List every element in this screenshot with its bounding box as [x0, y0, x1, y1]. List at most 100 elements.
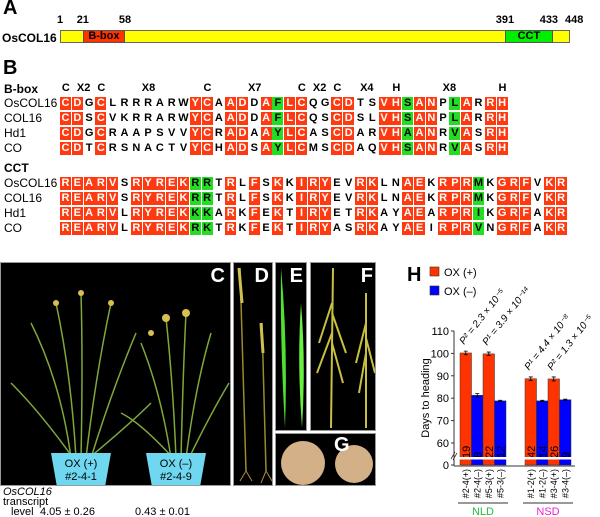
residue: D: [343, 142, 355, 155]
residue: I: [296, 192, 307, 205]
residue: S: [368, 97, 376, 109]
residue: T: [215, 192, 223, 204]
pot-right-line: #2-4-9: [160, 471, 192, 483]
residue: E: [166, 222, 178, 235]
pot-left-line: #2-4-1: [65, 471, 97, 483]
residue: K: [427, 177, 436, 189]
motif-header: C: [61, 82, 70, 94]
sample-size-label: 42: [526, 446, 538, 458]
residue: C: [296, 142, 307, 155]
residue: H: [496, 112, 508, 125]
residue: F: [520, 192, 532, 205]
error-bar: [475, 393, 480, 398]
residue: C: [331, 112, 343, 125]
y-tick-label: 60: [437, 438, 449, 450]
residue: D: [71, 142, 83, 155]
residue: I: [296, 222, 307, 235]
residue: R: [60, 177, 71, 190]
sample-size-label: 12: [495, 446, 507, 458]
residue: V: [345, 192, 353, 204]
residue: R: [144, 97, 153, 109]
residue: V: [533, 177, 542, 189]
error-bar: [486, 351, 491, 357]
residue: L: [284, 142, 296, 155]
residue: R: [368, 127, 377, 139]
residue: A: [402, 207, 414, 220]
residue: R: [355, 222, 366, 235]
residue: R: [154, 177, 166, 190]
residue: R: [508, 207, 520, 220]
residue: C: [331, 142, 343, 155]
residue: R: [154, 192, 166, 205]
residue: V: [107, 222, 119, 235]
group-label: NLD: [472, 506, 494, 517]
residue: E: [71, 222, 83, 235]
residue: V: [378, 127, 390, 140]
sequence-name: Hd1: [4, 206, 27, 220]
y-tick-label: 0: [443, 460, 449, 472]
residue: K: [366, 222, 378, 235]
residue: S: [321, 142, 329, 154]
residue: A: [260, 97, 272, 110]
residue: A: [414, 112, 425, 125]
residue: Y: [319, 177, 331, 190]
residue: F: [248, 222, 260, 235]
protein-name: OsCOL16: [2, 31, 57, 45]
residue: A: [461, 142, 473, 155]
residue: V: [345, 177, 353, 189]
panel-b-label: B: [3, 57, 18, 79]
cct-title: CCT: [4, 161, 29, 175]
x-tick-label: #3-4(+): [549, 469, 559, 498]
sample-size-label: 14: [537, 446, 549, 458]
residue: R: [474, 112, 483, 124]
residue: A: [120, 127, 129, 139]
x-tick-label: #1-2(–): [537, 469, 547, 498]
residue: R: [508, 177, 520, 190]
residue: D: [237, 97, 248, 110]
residue: A: [533, 207, 542, 219]
residue: N: [425, 97, 437, 110]
residue: R: [201, 192, 213, 205]
pot-right: [146, 453, 206, 485]
residue: Y: [142, 207, 154, 220]
residue: Y: [272, 127, 284, 140]
residue: N: [391, 192, 400, 204]
residue: S: [402, 97, 414, 110]
residue: G: [496, 192, 508, 205]
residue: R: [214, 127, 223, 139]
residue: Y: [189, 127, 201, 140]
residue: K: [486, 177, 495, 189]
residue: R: [508, 192, 520, 205]
residue: V: [378, 142, 390, 155]
residue: C: [60, 142, 71, 155]
residue: S: [345, 222, 353, 234]
sequence-name: CO: [4, 141, 22, 155]
panel-h-label: H: [407, 264, 422, 286]
residue: R: [95, 222, 107, 235]
residue: M: [473, 192, 484, 205]
residue: A: [461, 97, 473, 110]
residue: R: [130, 177, 142, 190]
residue: T: [286, 222, 294, 234]
residue: R: [355, 192, 366, 205]
residue: V: [168, 127, 176, 139]
y-tick-label: 70: [437, 416, 449, 428]
residue: G: [320, 97, 330, 109]
residue: Y: [142, 222, 154, 235]
position-label: 58: [118, 14, 132, 26]
residue: S: [156, 127, 164, 139]
residue: N: [425, 112, 437, 125]
residue: K: [189, 207, 201, 220]
residue: R: [60, 207, 71, 220]
residue: M: [473, 177, 484, 190]
residue: L: [239, 177, 246, 189]
position-label: 448: [565, 14, 584, 26]
residue: R: [484, 142, 496, 155]
residue: L: [368, 112, 376, 124]
residue: R: [95, 192, 107, 205]
photo-label-d: D: [254, 265, 269, 287]
residue: S: [120, 177, 129, 189]
motif-header: C: [333, 82, 342, 94]
residue: K: [201, 207, 213, 220]
residue: G: [84, 97, 94, 109]
